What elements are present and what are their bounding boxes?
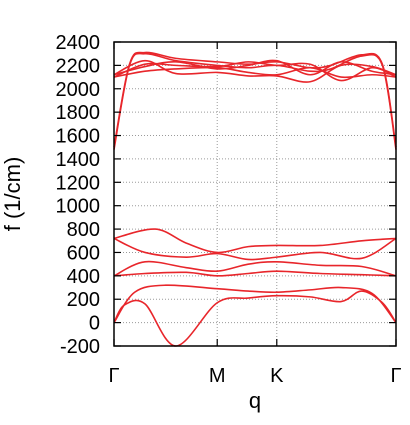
y-tick-label: 400 (67, 266, 100, 288)
dispersion-branch (113, 61, 397, 82)
y-tick-label: 1800 (56, 102, 101, 124)
dispersion-branch (113, 237, 397, 261)
x-tick-label: Γ (390, 365, 401, 387)
x-axis-label: q (249, 388, 261, 413)
x-tick-label: M (209, 365, 226, 387)
dispersion-branch (113, 66, 397, 79)
dispersion-branch (113, 290, 397, 347)
plot-frame (113, 41, 397, 347)
y-tick-label: 1000 (56, 196, 101, 218)
dispersion-branch (113, 270, 397, 277)
y-tick-label: 600 (67, 242, 100, 264)
y-tick-label: -200 (60, 336, 100, 358)
grid-lines (114, 42, 396, 346)
y-tick-label: 2400 (56, 32, 101, 54)
y-tick-label: 2200 (56, 55, 101, 77)
dispersion-branch (113, 52, 397, 150)
y-tick-label: 1400 (56, 149, 101, 171)
y-tick-label: 2000 (56, 79, 101, 101)
y-tick-label: 1200 (56, 172, 101, 194)
y-tick-label: 1600 (56, 126, 101, 148)
dispersion-branch (113, 228, 397, 254)
y-tick-label: 0 (89, 313, 100, 335)
x-tick-label: K (270, 365, 284, 387)
y-tick-labels: -200020040060080010001200140016001800200… (56, 32, 101, 358)
dispersion-branch (113, 284, 397, 324)
x-tick-label: Γ (108, 365, 119, 387)
dispersion-branch (113, 260, 397, 277)
dispersion-branch (113, 59, 397, 83)
y-tick-label: 200 (67, 289, 100, 311)
tick-marks (113, 41, 397, 347)
y-axis-label: f (1/cm) (0, 157, 25, 232)
series-group (113, 51, 397, 347)
y-tick-label: 800 (67, 219, 100, 241)
